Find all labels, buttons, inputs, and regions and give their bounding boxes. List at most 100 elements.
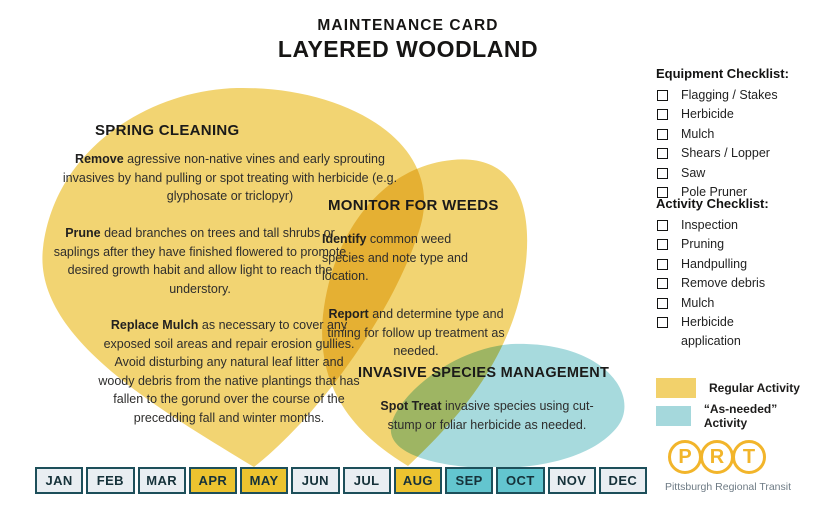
- month-jun: JUN: [291, 467, 340, 494]
- checklist-label: Remove debris: [681, 276, 766, 291]
- paragraph-lead: Replace Mulch: [110, 318, 199, 332]
- spring-cleaning-heading: SPRING CLEANING: [95, 122, 240, 139]
- page-title: LAYERED WOODLAND: [277, 36, 539, 62]
- month-label: MAR: [146, 473, 178, 488]
- month-label: NOV: [556, 473, 587, 488]
- checklist-label: Inspection: [681, 218, 738, 232]
- month-dec: DEC: [598, 467, 647, 494]
- prt-logo-caption: Pittsburgh Regional Transit: [664, 481, 792, 493]
- spring-prune-paragraph: Prune dead branches on trees and tall sh…: [50, 224, 350, 298]
- checkbox[interactable]: [657, 278, 668, 290]
- list-item: Herbicide: [656, 105, 789, 124]
- legend-label: Regular Activity: [709, 381, 800, 395]
- paragraph-text: invasive species using cut-stump or foli…: [387, 399, 594, 432]
- paragraph-text: and determine type and timing for follow…: [327, 307, 505, 358]
- month-label: FEB: [96, 473, 124, 488]
- month-nov: NOV: [547, 467, 596, 494]
- month-sep: SEP: [445, 467, 494, 494]
- list-item: Pole Pruner: [656, 183, 789, 202]
- checklist-label: Mulch: [681, 126, 715, 141]
- monitor-identify-paragraph: Identify common weed species and note ty…: [322, 230, 490, 286]
- spring-mulch-paragraph: Replace Mulch as necessary to cover any …: [95, 316, 363, 427]
- paragraph-lead: Remove: [75, 152, 124, 166]
- month-feb: FEB: [86, 467, 135, 494]
- list-item: Inspection: [656, 216, 791, 235]
- checkbox[interactable]: [657, 297, 668, 309]
- checkbox[interactable]: [657, 148, 668, 160]
- list-item: Handpulling: [656, 255, 791, 274]
- list-item: Mulch: [656, 125, 789, 144]
- prt-logo-letter-p: P: [668, 440, 702, 474]
- checkbox[interactable]: [657, 258, 668, 270]
- checkbox[interactable]: [657, 317, 668, 329]
- legend-regular-activity: Regular Activity: [656, 378, 808, 398]
- card-kicker: MAINTENANCE CARD: [317, 17, 499, 34]
- paragraph-text: as necessary to cover any exposed soil a…: [98, 318, 360, 425]
- legend: Regular Activity “As-needed” Activity: [656, 378, 808, 434]
- month-label: APR: [198, 473, 228, 488]
- invasive-species-heading: INVASIVE SPECIES MANAGEMENT: [358, 365, 610, 381]
- equipment-checklist-heading: Equipment Checklist:: [656, 66, 789, 81]
- list-item: Saw: [656, 164, 789, 183]
- month-label: JUL: [353, 473, 380, 488]
- checklist-label: Handpulling: [681, 256, 748, 271]
- prt-logo: P R T Pittsburgh Regional Transit: [665, 440, 796, 493]
- checkbox[interactable]: [657, 239, 668, 251]
- paragraph-text: common weed species and note type and lo…: [322, 232, 468, 283]
- paragraph-lead: Prune: [65, 226, 101, 240]
- paragraph-text: dead branches on trees and tall shrubs o…: [53, 226, 347, 296]
- activity-checklist: Activity Checklist: Inspection Pruning H…: [656, 196, 791, 352]
- list-item: Mulch: [656, 294, 791, 313]
- prt-logo-circles: P R T: [668, 440, 796, 474]
- paragraph-text: agressive non-native vines and early spr…: [62, 152, 398, 203]
- month-aug: AUG: [393, 467, 442, 494]
- month-jul: JUL: [342, 467, 391, 494]
- monitor-weeds-heading: MONITOR FOR WEEDS: [328, 197, 499, 214]
- list-item: Remove debris: [656, 274, 791, 293]
- month-oct: OCT: [496, 467, 545, 494]
- checklist-label: Flagging / Stakes: [681, 88, 778, 102]
- month-label: MAY: [249, 473, 279, 488]
- checklist-label: Saw: [681, 165, 706, 180]
- activity-checklist-heading: Activity Checklist:: [656, 196, 769, 211]
- invasive-species-blob: [390, 343, 625, 469]
- list-item: Flagging / Stakes: [656, 86, 789, 105]
- monitor-report-paragraph: Report and determine type and timing for…: [322, 305, 510, 361]
- as-needed-activity-swatch: [656, 406, 691, 426]
- month-may: MAY: [240, 467, 289, 494]
- checkbox[interactable]: [657, 167, 668, 179]
- checkbox[interactable]: [657, 128, 668, 140]
- month-label: JUN: [301, 473, 329, 488]
- legend-label: “As-needed” Activity: [703, 402, 778, 430]
- checkbox[interactable]: [657, 220, 668, 231]
- month-label: JAN: [45, 473, 73, 488]
- prt-logo-letter-r: R: [700, 440, 734, 474]
- month-label: OCT: [506, 473, 535, 488]
- month-label: AUG: [402, 473, 433, 488]
- checklist-label: Pruning: [681, 237, 725, 252]
- month-mar: MAR: [137, 467, 186, 494]
- list-item: Pruning: [656, 235, 791, 254]
- checklist-label: Mulch: [681, 295, 715, 310]
- month-label: SEP: [455, 473, 483, 488]
- month-jan: JAN: [35, 467, 84, 494]
- checkbox[interactable]: [657, 90, 668, 101]
- month-timeline: JAN FEB MAR APR MAY JUN JUL AUG SEP OCT …: [35, 467, 647, 494]
- checklist-label: Herbicide: [681, 107, 734, 122]
- invasive-spot-treat-paragraph: Spot Treat invasive species using cut-st…: [368, 397, 606, 434]
- paragraph-lead: Report: [328, 307, 369, 321]
- checklist-label: Pole Pruner: [681, 185, 748, 200]
- paragraph-lead: Spot Treat: [380, 399, 442, 413]
- regular-activity-swatch: [656, 378, 696, 398]
- month-label: DEC: [608, 473, 638, 488]
- checklist-label: Shears / Lopper: [681, 146, 770, 161]
- checkbox[interactable]: [657, 109, 668, 121]
- checklist-label: Herbicide application: [681, 315, 741, 349]
- paragraph-lead: Identify: [322, 232, 367, 246]
- checkbox[interactable]: [657, 187, 668, 199]
- prt-logo-letter-t: T: [732, 440, 766, 474]
- month-apr: APR: [188, 467, 237, 494]
- equipment-checklist: Equipment Checklist: Flagging / Stakes H…: [656, 66, 789, 202]
